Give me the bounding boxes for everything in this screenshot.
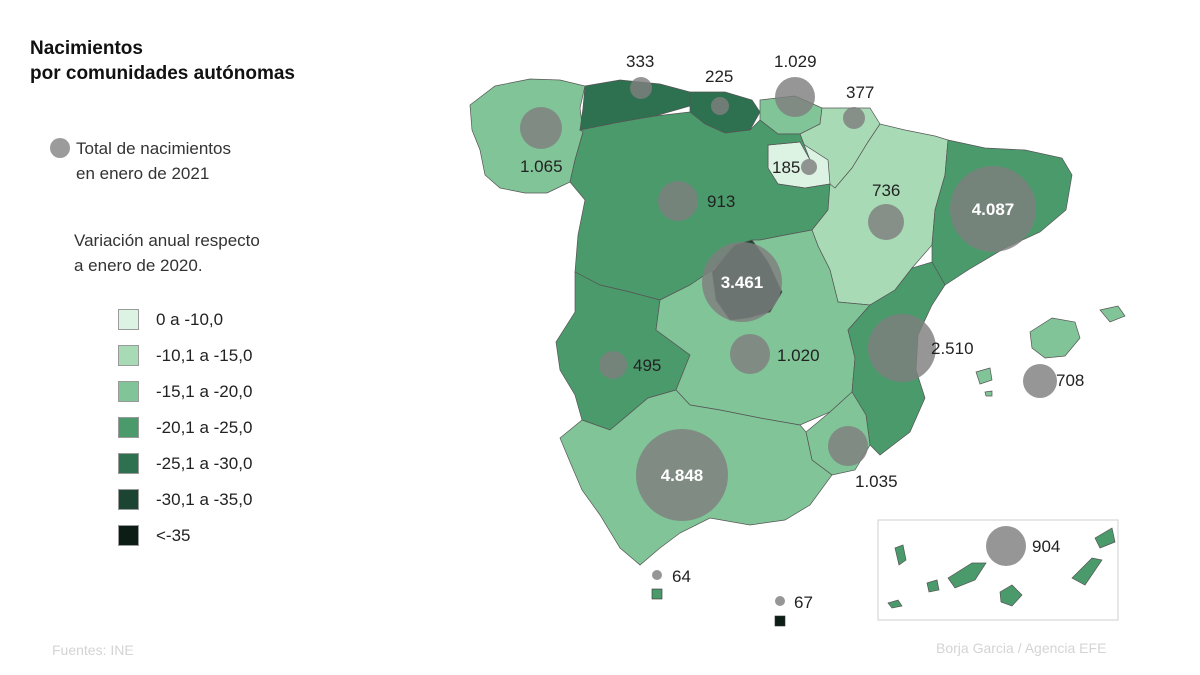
label-la-rioja: 185 (772, 158, 800, 177)
legend-swatch-6 (118, 489, 139, 510)
map-regions (469, 78, 1073, 566)
legend-label-7: <-35 (156, 526, 191, 545)
label-asturias: 333 (626, 52, 654, 71)
legend-circle-line2: en enero de 2021 (76, 164, 210, 183)
circle-baleares (1023, 364, 1057, 398)
label-extremadura: 495 (633, 356, 661, 375)
label-pais-vasco: 1.029 (774, 52, 817, 71)
lanzarote-island (1094, 527, 1116, 549)
el-hierro-island (887, 599, 903, 609)
source-note: Fuentes: INE (52, 642, 134, 658)
map-title-line1: Nacimientos (30, 38, 143, 59)
legend-class-2: -10,1 a -15,0 (118, 343, 318, 369)
la-palma-island (894, 544, 907, 566)
label-galicia: 1.065 (520, 157, 563, 176)
legend-class-5: -25,1 a -30,0 (118, 451, 318, 477)
circle-navarra (843, 107, 865, 129)
legend-class-1: 0 a -10,0 (118, 307, 318, 333)
legend-circle-line1: Total de nacimientos (76, 139, 231, 158)
circle-comunidad-valenciana (868, 314, 936, 382)
legend-variation-line2: a enero de 2020. (74, 256, 203, 275)
legend-class-6: -30,1 a -35,0 (118, 487, 318, 513)
label-comunidad-valenciana: 2.510 (931, 339, 974, 358)
fuerteventura-island (1071, 557, 1103, 586)
circle-cataluna (950, 166, 1036, 252)
map-title-line2: por comunidades autónomas (30, 63, 295, 84)
circle-castilla-leon (658, 181, 698, 221)
map-title: Nacimientos por comunidades autónomas (30, 36, 295, 86)
tenerife-island (947, 562, 987, 589)
label-cataluna: 4.087 (972, 200, 1015, 219)
circle-cantabria (711, 97, 729, 115)
label-andalucia: 4.848 (661, 466, 704, 485)
legend-label-3: -15,1 a -20,0 (156, 382, 253, 401)
legend-label-4: -20,1 a -25,0 (156, 418, 253, 437)
region-canarias (887, 527, 1116, 609)
legend-label-2: -10,1 a -15,0 (156, 346, 253, 365)
circle-melilla (775, 596, 785, 606)
gran-canaria-island (999, 584, 1023, 607)
legend-swatch-2 (118, 345, 139, 366)
circle-ceuta (652, 570, 662, 580)
legend-class-3: -15,1 a -20,0 (118, 379, 318, 405)
legend-circle-text: Total de nacimientos en enero de 2021 (76, 136, 231, 186)
circle-galicia (520, 107, 562, 149)
circle-madrid (702, 242, 782, 322)
legend-swatch-1 (118, 309, 139, 330)
formentera-island (984, 390, 993, 397)
label-murcia: 1.035 (855, 472, 898, 491)
label-cantabria: 225 (705, 67, 733, 86)
legend-swatch-3 (118, 381, 139, 402)
region-baleares (975, 305, 1126, 397)
menorca-island (1099, 305, 1126, 323)
region-melilla (774, 615, 786, 627)
circle-la-rioja (801, 159, 817, 175)
birth-circles (520, 77, 1057, 606)
credit-note: Borja Garcia / Agencia EFE (936, 640, 1107, 656)
canarias-inset-frame (877, 519, 1119, 621)
label-madrid: 3.461 (721, 273, 764, 292)
value-labels: 1.065 333 225 1.029 377 185 913 736 4.08… (520, 52, 1084, 612)
legend-variation-line1: Variación anual respecto (74, 231, 260, 250)
circle-canarias (986, 526, 1026, 566)
region-ceuta (651, 588, 663, 600)
legend-label-5: -25,1 a -30,0 (156, 454, 253, 473)
legend-swatch-4 (118, 417, 139, 438)
circle-murcia (828, 426, 868, 466)
legend-label-6: -30,1 a -35,0 (156, 490, 253, 509)
label-baleares: 708 (1056, 371, 1084, 390)
legend-circle-icon (50, 138, 70, 158)
ibiza-island (975, 367, 993, 385)
circle-asturias (630, 77, 652, 99)
label-castilla-la-mancha: 1.020 (777, 346, 820, 365)
circle-andalucia (636, 429, 728, 521)
legend-label-1: 0 a -10,0 (156, 310, 224, 329)
label-canarias: 904 (1032, 537, 1060, 556)
mallorca-island (1029, 317, 1081, 359)
label-aragon: 736 (872, 181, 900, 200)
circle-pais-vasco (775, 77, 815, 117)
legend-swatch-5 (118, 453, 139, 474)
label-castilla-leon: 913 (707, 192, 735, 211)
circle-castilla-la-mancha (730, 334, 770, 374)
legend-swatch-7 (118, 525, 139, 546)
la-gomera-island (926, 579, 940, 593)
legend-class-7: <-35 (118, 523, 318, 549)
legend-variation-heading: Variación anual respecto a enero de 2020… (74, 228, 260, 278)
label-ceuta: 64 (672, 567, 691, 586)
circle-aragon (868, 204, 904, 240)
legend-class-4: -20,1 a -25,0 (118, 415, 318, 441)
circle-extremadura (599, 351, 627, 379)
label-melilla: 67 (794, 593, 813, 612)
label-navarra: 377 (846, 83, 874, 102)
